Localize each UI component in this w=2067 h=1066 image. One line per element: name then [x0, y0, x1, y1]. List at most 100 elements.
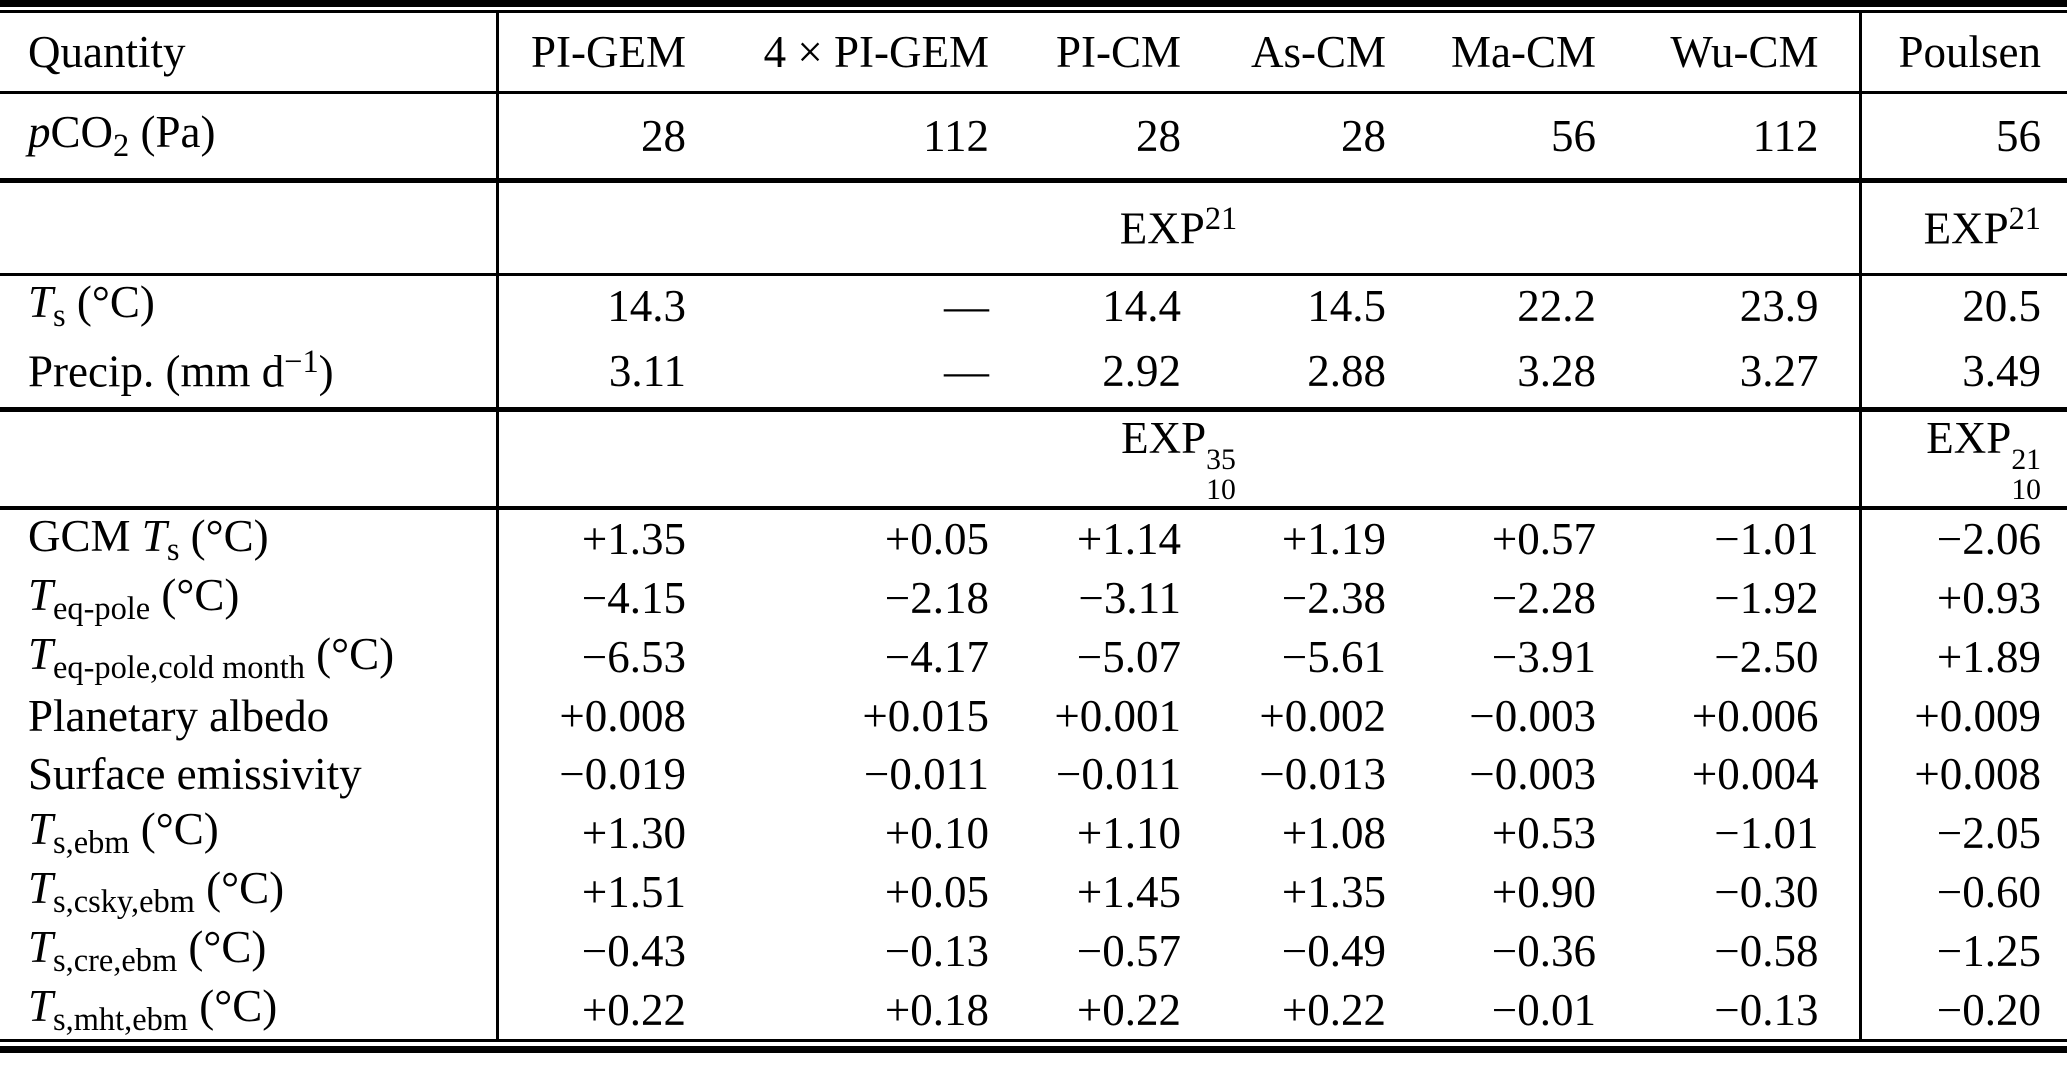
data-cell: −0.57 [1076, 925, 1181, 976]
data-cell: −1.92 [1714, 573, 1819, 624]
row-label-precip: Precip. (mm d−1) [0, 335, 497, 413]
data-cell: +0.05 [884, 866, 989, 917]
table-bottom-double-rule [0, 1039, 2067, 1054]
data-cell: +0.53 [1491, 807, 1596, 858]
data-cell: +0.001 [1054, 690, 1181, 741]
data-cell: 28 [495, 92, 702, 183]
data-cell: −0.49 [1281, 925, 1386, 976]
column-header-as-cm: As-CM [1197, 13, 1402, 94]
row-label: Ts,ebm (°C) [28, 803, 219, 862]
table-row-pco2: pCO2 (Pa) 28 112 28 28 56 112 56 [0, 92, 2067, 183]
column-header-quantity: Quantity [0, 13, 497, 94]
data-cell: 14.3 [495, 274, 702, 336]
data-cell: +0.22 [495, 980, 702, 1040]
table-row-ts-ebm: Ts,ebm (°C) +1.30 +0.10 +1.10 +1.08 +0.5… [0, 802, 2067, 863]
row-label: Teq-pole,cold month (°C) [28, 628, 395, 686]
data-cell: +1.08 [1281, 807, 1386, 858]
data-cell: 112 [702, 92, 1005, 183]
data-cell: 28 [1005, 92, 1197, 183]
data-cell: +0.008 [495, 686, 702, 745]
data-cell: 3.27 [1612, 335, 1860, 413]
table-row-ts-cre-ebm: Ts,cre,ebm (°C) −0.43 −0.13 −0.57 −0.49 … [0, 921, 2067, 981]
data-cell: −1.01 [1714, 807, 1819, 858]
section-header-row-exp35-10: EXP 35 10 EXP 21 10 [0, 409, 2067, 510]
data-cell: 2.92 [1005, 335, 1197, 413]
data-cell: −2.18 [884, 573, 989, 624]
data-cell: +0.05 [884, 514, 989, 565]
data-cell: −0.60 [1858, 862, 2067, 922]
data-cell: −6.53 [495, 627, 702, 687]
data-cell: 23.9 [1739, 280, 1819, 331]
section-header-row-exp21: EXP21 EXP21 [0, 180, 2067, 276]
row-label: Teq-pole (°C) [28, 569, 240, 627]
row-label-pco2: pCO2 (Pa) [0, 92, 497, 183]
data-cell: −2.06 [1858, 507, 2067, 569]
data-cell: +1.19 [1281, 514, 1386, 565]
data-cell: −0.13 [884, 925, 989, 976]
data-cell: +0.10 [884, 807, 989, 858]
data-cell: −2.38 [1281, 573, 1386, 624]
table-row-precip: Precip. (mm d−1) 3.11 — 2.92 2.88 3.28 3… [0, 335, 2067, 413]
data-cell: +0.008 [1858, 744, 2067, 803]
data-cell: +0.002 [1259, 690, 1386, 741]
section-title-exp21: EXP21 [495, 180, 1860, 276]
row-label: Planetary albedo [28, 690, 330, 741]
data-cell: +0.22 [1281, 984, 1386, 1035]
data-cell: −0.13 [1714, 984, 1819, 1035]
data-cell: 14.5 [1307, 280, 1386, 331]
data-cell: 14.4 [1102, 280, 1181, 331]
data-cell: −0.01 [1491, 984, 1596, 1035]
data-cell: −0.019 [495, 744, 702, 803]
data-cell: −4.17 [884, 632, 989, 683]
row-label: Ts,csky,ebm (°C) [28, 863, 285, 921]
data-cell: −0.36 [1491, 925, 1596, 976]
data-cell: +1.35 [495, 507, 702, 569]
data-cell: −2.28 [1491, 573, 1596, 624]
row-label: GCM Ts (°C) [28, 510, 269, 568]
data-cell: 3.49 [1858, 335, 2067, 413]
data-cell: 56 [1402, 92, 1612, 183]
data-cell: 56 [1858, 92, 2067, 183]
data-cell: −0.011 [1056, 748, 1181, 799]
data-cell: −2.50 [1714, 632, 1819, 683]
data-cell: 20.5 [1858, 274, 2067, 336]
data-cell: −0.013 [1259, 748, 1386, 799]
data-cell: — [944, 280, 989, 331]
table-row-surface-emissivity: Surface emissivity −0.019 −0.011 −0.011 … [0, 744, 2067, 803]
data-cell: +0.006 [1691, 690, 1819, 741]
data-cell: +0.18 [884, 984, 989, 1035]
table-row-teq-pole: Teq-pole (°C) −4.15 −2.18 −3.11 −2.38 −2… [0, 568, 2067, 628]
row-label: Ts,cre,ebm (°C) [28, 922, 267, 980]
data-cell: +1.45 [1076, 866, 1181, 917]
data-cell: +0.90 [1491, 866, 1596, 917]
column-header-4x-pi-gem: 4 × PI-GEM [702, 13, 1005, 94]
table-row-ts-csky-ebm: Ts,csky,ebm (°C) +1.51 +0.05 +1.45 +1.35… [0, 862, 2067, 922]
column-header-poulsen: Poulsen [1858, 13, 2067, 94]
column-header-pi-gem: PI-GEM [495, 13, 702, 94]
section-title-exp21-poulsen: EXP21 [1858, 180, 2067, 276]
data-cell: −0.43 [495, 921, 702, 981]
results-table: Quantity PI-GEM 4 × PI-GEM PI-CM As-CM M… [0, 13, 2067, 1040]
data-cell: −0.30 [1714, 866, 1819, 917]
empty-cell [0, 180, 497, 276]
table-row-ts-mht-ebm: Ts,mht,ebm (°C) +0.22 +0.18 +0.22 +0.22 … [0, 980, 2067, 1040]
section-title-exp35-10: EXP 35 10 [495, 409, 1860, 510]
data-cell: −0.011 [864, 748, 989, 799]
data-cell: −1.25 [1858, 921, 2067, 981]
data-cell: +1.89 [1858, 627, 2067, 687]
data-cell: 3.11 [495, 335, 702, 413]
data-cell: +1.30 [495, 802, 702, 863]
row-label-ts: Ts (°C) [28, 277, 155, 335]
table-header-row: Quantity PI-GEM 4 × PI-GEM PI-CM As-CM M… [0, 13, 2067, 94]
data-cell: −2.05 [1858, 802, 2067, 863]
data-cell: +0.93 [1858, 568, 2067, 628]
data-cell: 2.88 [1197, 335, 1402, 413]
table-row-ts: Ts (°C) 14.3 — 14.4 14.5 22.2 23.9 20.5 [0, 274, 2067, 336]
data-cell: +0.015 [862, 690, 989, 741]
data-cell: −5.61 [1281, 632, 1386, 683]
data-cell: 28 [1197, 92, 1402, 183]
data-cell: +0.57 [1491, 514, 1596, 565]
table-row-gcm-ts: GCM Ts (°C) +1.35 +0.05 +1.14 +1.19 +0.5… [0, 507, 2067, 569]
column-header-pi-cm: PI-CM [1005, 13, 1197, 94]
data-cell: — [702, 335, 1005, 413]
